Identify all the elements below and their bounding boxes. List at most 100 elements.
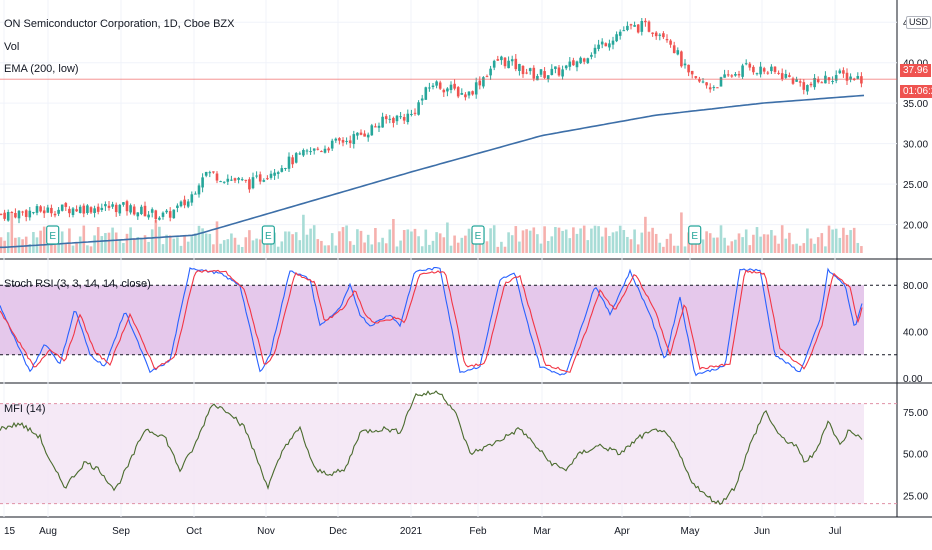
volume-bar bbox=[341, 227, 345, 253]
candle-body bbox=[604, 43, 608, 47]
candle-body bbox=[204, 171, 208, 176]
volume-bar bbox=[46, 239, 50, 253]
candle-body bbox=[737, 74, 741, 76]
volume-bar bbox=[690, 243, 694, 253]
candle-body bbox=[399, 116, 402, 118]
candle-body bbox=[827, 77, 831, 81]
candle-body bbox=[269, 173, 273, 178]
volume-bar bbox=[525, 229, 528, 253]
candle-body bbox=[554, 66, 557, 70]
candle-body bbox=[831, 81, 834, 83]
volume-bar bbox=[323, 245, 327, 253]
volume-bar bbox=[248, 230, 251, 253]
candle-body bbox=[287, 156, 291, 169]
volume-bar bbox=[784, 238, 788, 253]
candle-body bbox=[237, 177, 240, 180]
volume-bar bbox=[860, 246, 863, 253]
volume-bar bbox=[359, 230, 363, 253]
volume-bar bbox=[143, 235, 147, 253]
volume-bar bbox=[845, 234, 849, 253]
band-fill bbox=[0, 285, 864, 355]
volume-bar bbox=[114, 232, 118, 253]
mfi-legend: MFI (14) bbox=[4, 403, 46, 415]
candle-body bbox=[474, 82, 478, 95]
candle-body bbox=[96, 206, 100, 212]
candle-body bbox=[550, 68, 554, 75]
volume-bar bbox=[456, 242, 460, 253]
volume-bar bbox=[521, 230, 525, 253]
currency-button[interactable]: USD bbox=[906, 16, 932, 29]
candle-body bbox=[640, 21, 644, 32]
candle-body bbox=[89, 207, 93, 213]
volume-bar bbox=[737, 233, 741, 253]
candle-body bbox=[251, 177, 255, 189]
candle-body bbox=[140, 206, 143, 215]
candle-body bbox=[748, 63, 752, 68]
candle-body bbox=[579, 57, 582, 64]
volume-bar bbox=[816, 237, 820, 253]
candle-body bbox=[683, 63, 687, 66]
volume-bar bbox=[773, 235, 777, 253]
volume-bar bbox=[168, 235, 172, 253]
candle-body bbox=[334, 138, 338, 141]
candle-body bbox=[752, 66, 755, 73]
candle-body bbox=[363, 133, 366, 137]
candle-body bbox=[215, 173, 219, 181]
volume-bar bbox=[644, 216, 647, 253]
candle-body bbox=[147, 214, 150, 218]
candle-body bbox=[327, 148, 330, 151]
candle-body bbox=[212, 171, 215, 173]
candle-body bbox=[21, 211, 24, 213]
volume-bar bbox=[762, 234, 766, 253]
volume-bar bbox=[212, 244, 215, 253]
candle-body bbox=[168, 211, 172, 218]
candle-body bbox=[10, 212, 14, 214]
volume-bar bbox=[384, 243, 388, 253]
volume-bar bbox=[766, 234, 770, 253]
volume-bar bbox=[662, 246, 665, 253]
volume-bar bbox=[572, 227, 575, 253]
time-axis-tick: 2021 bbox=[400, 526, 423, 537]
volume-bar bbox=[219, 243, 222, 253]
time-axis-tick: Dec bbox=[329, 526, 347, 537]
price-axis-tick: 25.00 bbox=[903, 180, 928, 191]
volume-bar bbox=[132, 238, 136, 253]
candle-body bbox=[129, 205, 132, 213]
volume-bar bbox=[100, 236, 104, 253]
candle-body bbox=[114, 204, 118, 213]
volume-bar bbox=[150, 229, 154, 253]
volume-bar bbox=[449, 245, 453, 253]
time-axis-labels: 15 Aug Sep Oct Nov Dec 2021 Feb Mar Apr May Jun Jul bbox=[4, 526, 841, 537]
volume-bar bbox=[824, 246, 827, 253]
volume-bar bbox=[377, 242, 381, 253]
volume-bar bbox=[514, 226, 518, 253]
candle-body bbox=[467, 91, 471, 96]
candle-body bbox=[384, 116, 388, 120]
candle-body bbox=[150, 209, 154, 213]
volume-bar bbox=[716, 237, 719, 253]
candle-body bbox=[428, 87, 431, 89]
volume-bar bbox=[39, 230, 42, 253]
candle-body bbox=[593, 47, 597, 54]
volume-bar bbox=[24, 236, 28, 253]
candle-body bbox=[75, 209, 78, 212]
candle-body bbox=[478, 80, 482, 86]
last-price-badge: 37.96 bbox=[900, 64, 932, 77]
volume-bar bbox=[6, 232, 10, 253]
candle-body bbox=[341, 139, 345, 143]
volume-bar bbox=[503, 246, 507, 253]
candle-body bbox=[244, 179, 248, 181]
time-axis-tick: Feb bbox=[469, 526, 487, 537]
candle-body bbox=[514, 58, 518, 70]
volume-bar bbox=[136, 236, 140, 253]
candle-body bbox=[82, 205, 86, 214]
candle-body bbox=[453, 83, 456, 89]
volume-bar bbox=[284, 231, 287, 253]
candle-body bbox=[186, 201, 190, 207]
earnings-marker bbox=[471, 225, 485, 245]
volume-bar bbox=[752, 234, 755, 253]
volume-bar bbox=[395, 246, 399, 253]
volume-bar bbox=[352, 244, 356, 253]
candle-body bbox=[539, 69, 543, 75]
